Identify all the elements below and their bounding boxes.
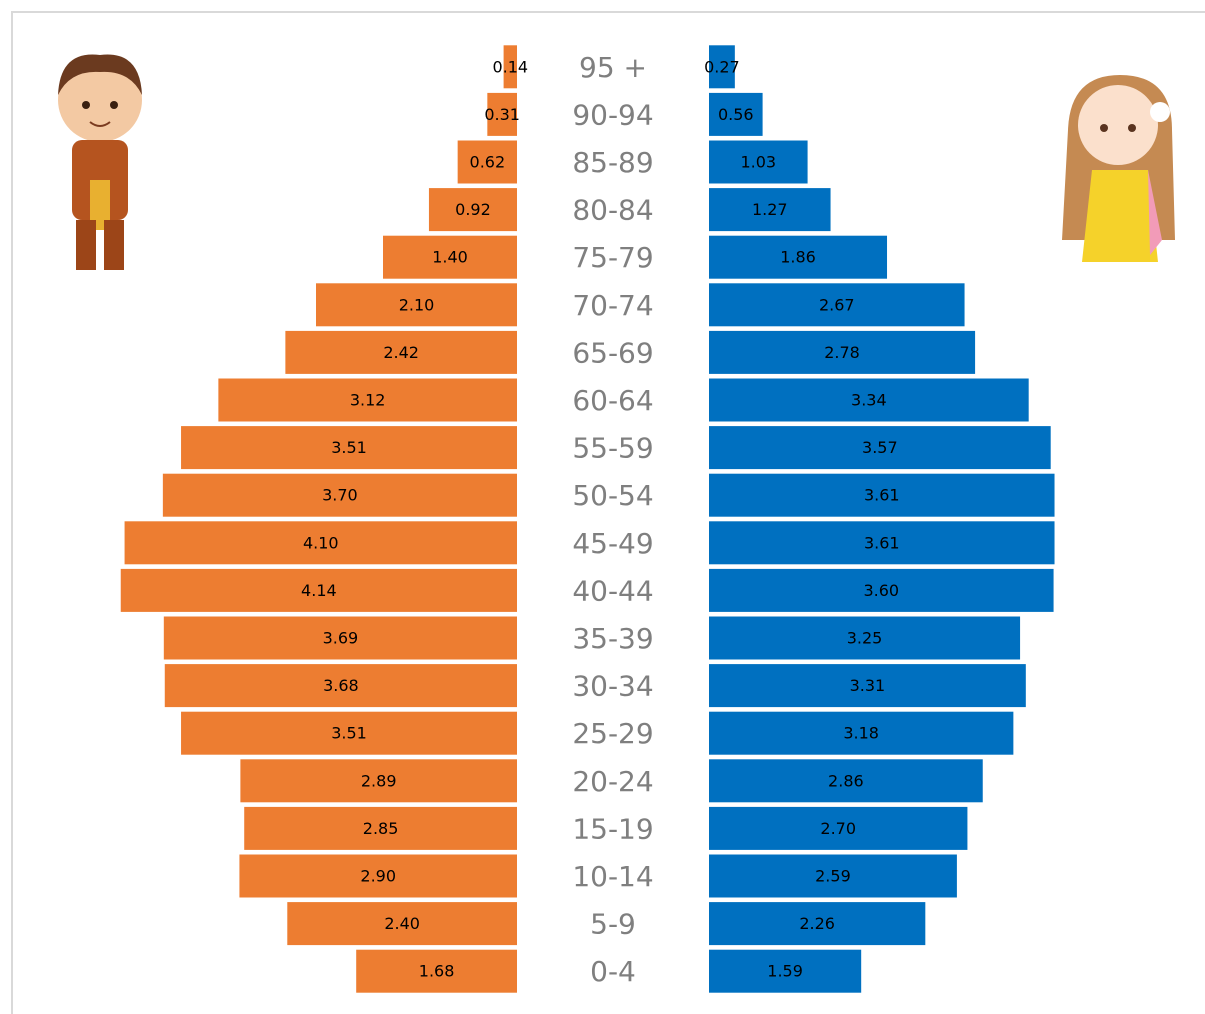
value-label: 2.86 bbox=[828, 771, 864, 790]
value-label: 1.59 bbox=[767, 962, 803, 981]
value-label: 3.34 bbox=[851, 391, 887, 410]
value-label: 2.90 bbox=[360, 867, 396, 886]
value-label: 3.31 bbox=[850, 676, 886, 695]
value-label: 3.69 bbox=[323, 629, 359, 648]
value-label: 2.67 bbox=[819, 295, 855, 314]
category-label: 95 + bbox=[579, 51, 647, 84]
chart: 95 + 0.14 0.27 90-94 0.31 0.56 85-89 0.62 1.03 80… bbox=[0, 0, 1205, 1014]
value-label: 2.42 bbox=[383, 343, 419, 362]
value-label: 3.68 bbox=[323, 676, 359, 695]
value-label: 3.12 bbox=[350, 391, 386, 410]
value-label: 3.51 bbox=[331, 438, 367, 457]
value-label: 1.68 bbox=[419, 962, 455, 981]
girl-illustration bbox=[1062, 75, 1175, 262]
value-label: 0.56 bbox=[718, 105, 754, 124]
category-label: 45-49 bbox=[572, 527, 653, 560]
category-label: 25-29 bbox=[572, 717, 653, 750]
value-label: 2.40 bbox=[384, 914, 420, 933]
value-label: 0.14 bbox=[492, 57, 528, 76]
category-label: 65-69 bbox=[572, 336, 653, 369]
value-label: 0.27 bbox=[704, 57, 740, 76]
value-label: 2.26 bbox=[799, 914, 835, 933]
value-label: 1.03 bbox=[740, 153, 776, 172]
category-label: 35-39 bbox=[572, 622, 653, 655]
value-label: 2.70 bbox=[820, 819, 856, 838]
category-label: 80-84 bbox=[572, 194, 653, 227]
value-label: 1.40 bbox=[432, 248, 468, 267]
value-label: 3.61 bbox=[864, 533, 900, 552]
value-label: 3.57 bbox=[862, 438, 898, 457]
category-label: 5-9 bbox=[590, 908, 636, 941]
value-label: 3.25 bbox=[847, 629, 883, 648]
value-label: 3.70 bbox=[322, 486, 358, 505]
category-label: 0-4 bbox=[590, 955, 636, 988]
value-label: 0.62 bbox=[470, 153, 506, 172]
category-label: 30-34 bbox=[572, 670, 653, 703]
category-label: 75-79 bbox=[572, 241, 653, 274]
value-label: 3.18 bbox=[843, 724, 879, 743]
category-label: 50-54 bbox=[572, 479, 653, 512]
category-label: 55-59 bbox=[572, 432, 653, 465]
value-label: 0.31 bbox=[484, 105, 520, 124]
value-label: 2.10 bbox=[399, 295, 435, 314]
value-label: 1.86 bbox=[780, 248, 816, 267]
value-label: 3.60 bbox=[863, 581, 899, 600]
boy-illustration bbox=[58, 55, 142, 271]
value-label: 4.14 bbox=[301, 581, 337, 600]
value-label: 1.27 bbox=[752, 200, 788, 219]
value-label: 3.61 bbox=[864, 486, 900, 505]
value-label: 2.59 bbox=[815, 867, 851, 886]
value-label: 3.51 bbox=[331, 724, 367, 743]
value-label: 4.10 bbox=[303, 533, 339, 552]
category-label: 60-64 bbox=[572, 384, 653, 417]
value-label: 2.89 bbox=[361, 771, 397, 790]
value-label: 0.92 bbox=[455, 200, 491, 219]
value-label: 2.85 bbox=[363, 819, 399, 838]
value-label: 2.78 bbox=[824, 343, 860, 362]
category-label: 40-44 bbox=[572, 574, 653, 607]
category-label: 15-19 bbox=[572, 812, 653, 845]
category-label: 90-94 bbox=[572, 98, 653, 131]
category-label: 70-74 bbox=[572, 289, 653, 322]
category-label: 10-14 bbox=[572, 860, 653, 893]
category-label: 85-89 bbox=[572, 146, 653, 179]
category-label: 20-24 bbox=[572, 765, 653, 798]
